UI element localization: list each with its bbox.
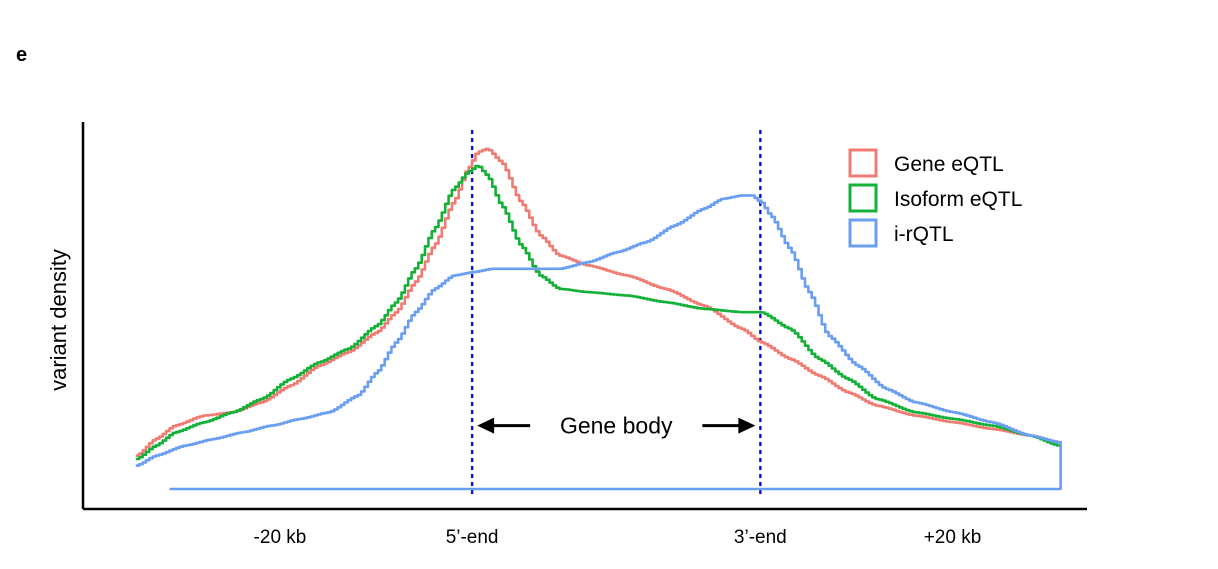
legend-label: i-rQTL	[894, 223, 954, 246]
series-line-isoform-eqtl	[135, 164, 1062, 461]
x-tick-label: +20 kb	[924, 527, 982, 548]
y-axis-label: variant density	[46, 249, 71, 391]
legend-swatch	[848, 218, 878, 248]
legend-swatch	[848, 148, 878, 178]
gene-body-label: Gene body	[560, 413, 673, 439]
legend-label: Gene eQTL	[894, 153, 1004, 176]
legend-label: Isoform eQTL	[894, 188, 1022, 211]
left-arrow-head	[477, 417, 495, 434]
series-line-gene-eqtl	[135, 147, 1062, 457]
x-tick-label: -20 kb	[254, 527, 307, 548]
panel-label: e	[16, 44, 27, 66]
legend: Gene eQTL Isoform eQTL i-rQTL	[848, 148, 1022, 248]
right-arrow-head	[738, 417, 756, 434]
x-tick-label: 5’-end	[446, 527, 499, 548]
series-line-i-rqtl	[135, 194, 1062, 491]
legend-swatch	[848, 183, 878, 213]
x-tick-label: 3’-end	[734, 527, 787, 548]
